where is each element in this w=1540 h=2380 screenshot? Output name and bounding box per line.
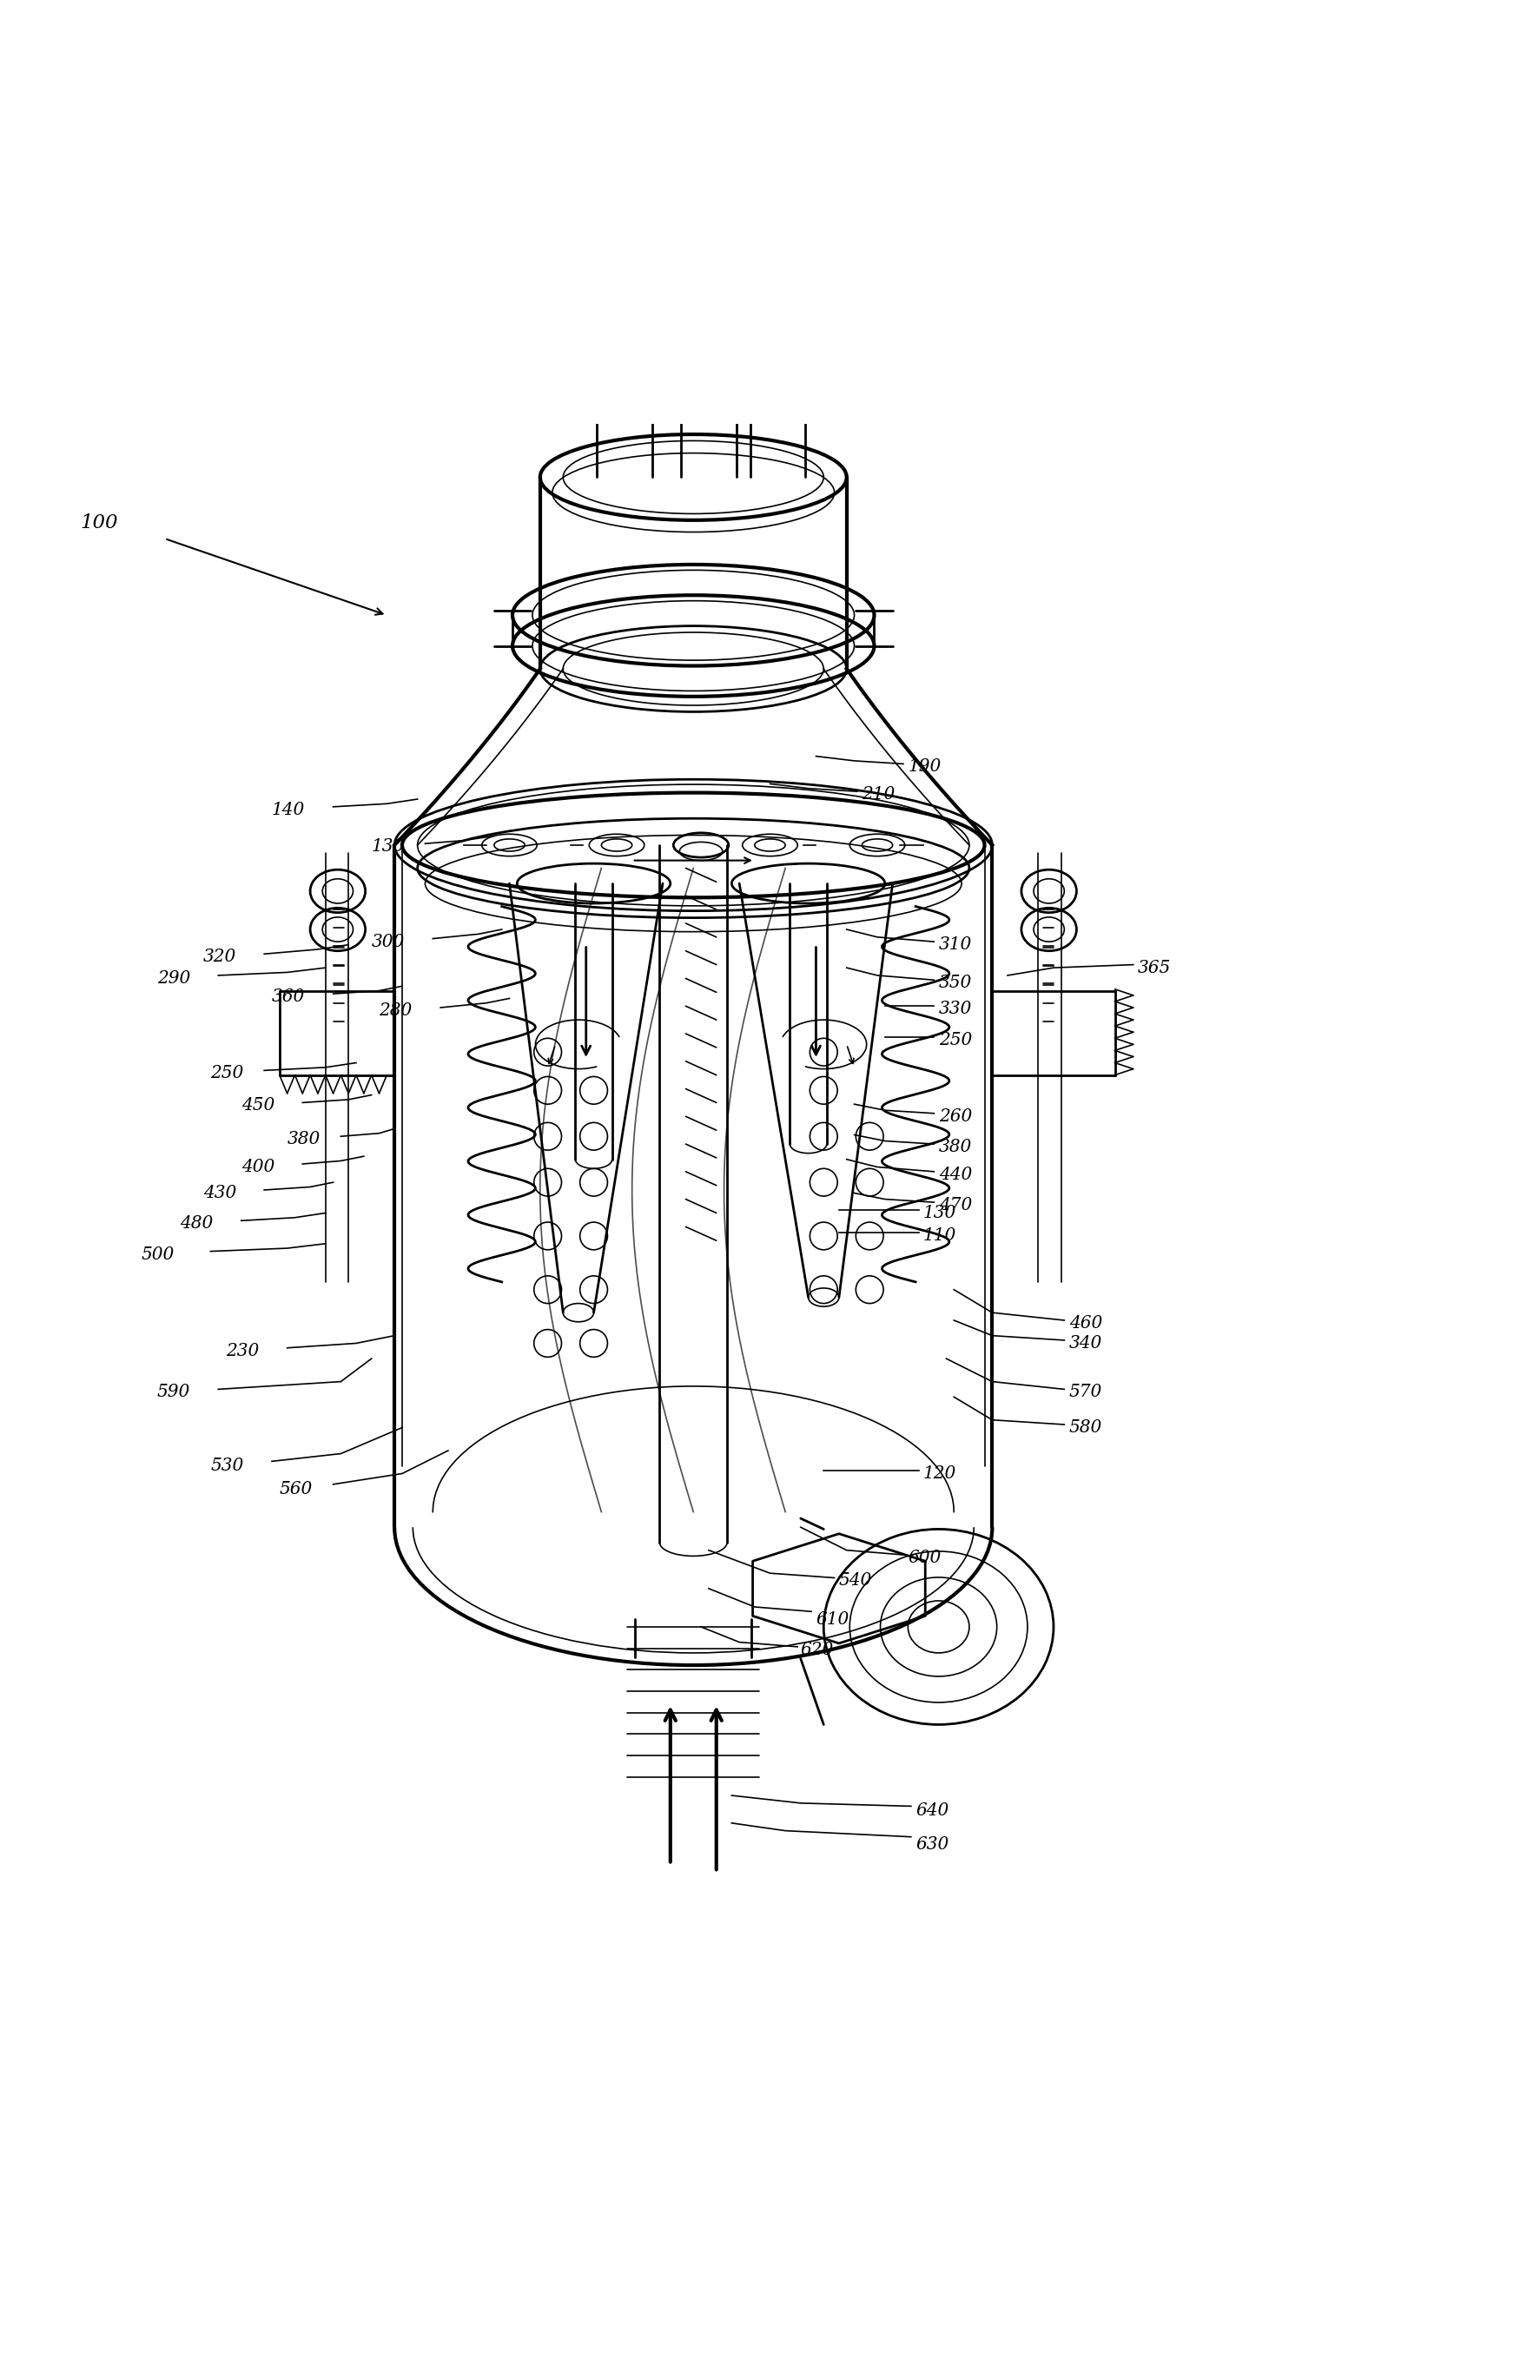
Text: 110: 110: [924, 1228, 956, 1245]
Text: 140: 140: [273, 802, 305, 819]
Text: 580: 580: [1069, 1418, 1103, 1435]
Text: 230: 230: [226, 1342, 259, 1359]
Text: 380: 380: [286, 1130, 320, 1147]
Text: 300: 300: [371, 933, 405, 950]
Text: 120: 120: [924, 1466, 956, 1483]
Text: 460: 460: [1069, 1316, 1103, 1330]
Text: 630: 630: [916, 1837, 949, 1852]
Text: 290: 290: [157, 971, 189, 988]
Text: 440: 440: [938, 1166, 972, 1183]
Text: 365: 365: [1138, 959, 1170, 976]
Text: 480: 480: [180, 1216, 213, 1233]
Text: 500: 500: [142, 1247, 176, 1264]
Text: 530: 530: [211, 1457, 243, 1473]
Text: 470: 470: [938, 1197, 972, 1214]
Text: 190: 190: [909, 759, 941, 776]
Text: 560: 560: [280, 1480, 313, 1497]
Text: 350: 350: [938, 976, 972, 992]
Text: 360: 360: [273, 988, 305, 1004]
Text: 340: 340: [1069, 1335, 1103, 1352]
Text: 280: 280: [379, 1002, 413, 1019]
Text: 620: 620: [801, 1642, 833, 1659]
Text: 450: 450: [242, 1097, 274, 1114]
Text: 130: 130: [371, 838, 405, 854]
Text: 250: 250: [211, 1066, 243, 1083]
Text: 600: 600: [909, 1549, 941, 1566]
Text: 590: 590: [157, 1385, 189, 1399]
Text: 130: 130: [924, 1204, 956, 1221]
Text: 610: 610: [816, 1611, 849, 1628]
Text: 570: 570: [1069, 1385, 1103, 1399]
Text: 100: 100: [80, 514, 119, 533]
Text: 640: 640: [916, 1802, 949, 1818]
Text: 260: 260: [938, 1109, 972, 1126]
Text: 330: 330: [938, 1002, 972, 1016]
Text: 210: 210: [862, 785, 895, 802]
Text: 400: 400: [242, 1159, 274, 1176]
Text: 380: 380: [938, 1138, 972, 1154]
Text: 430: 430: [203, 1185, 236, 1202]
Text: 320: 320: [203, 950, 236, 966]
Text: 250: 250: [938, 1031, 972, 1047]
Text: 310: 310: [938, 935, 972, 952]
Text: 540: 540: [839, 1573, 872, 1590]
